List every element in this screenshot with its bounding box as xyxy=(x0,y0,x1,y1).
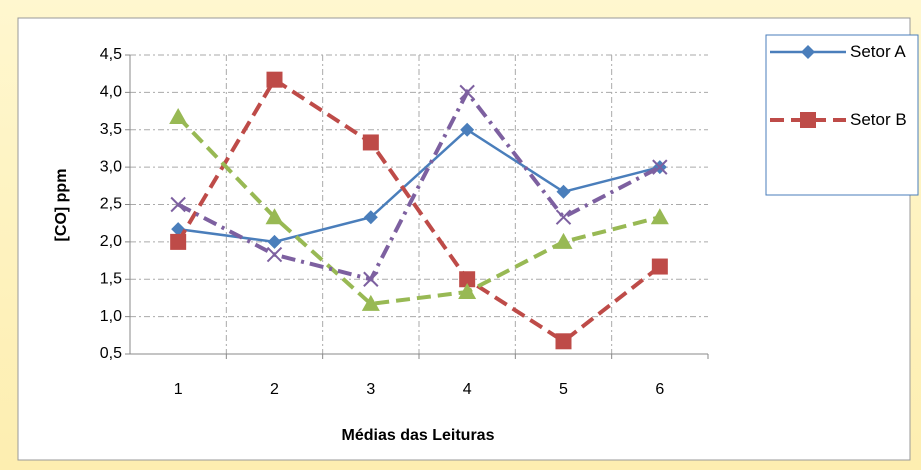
marker xyxy=(650,208,669,225)
y-tick-label: 1,0 xyxy=(100,308,122,325)
y-tick-label: 3,0 xyxy=(100,158,122,175)
marker xyxy=(801,45,815,59)
marker xyxy=(170,196,186,213)
marker xyxy=(458,282,477,299)
marker xyxy=(363,210,378,225)
y-axis-label: [CO] ppm xyxy=(53,169,70,242)
y-tick-label: 3,5 xyxy=(100,121,122,138)
marker xyxy=(459,271,476,288)
marker xyxy=(651,258,668,275)
y-tick-label: 4,0 xyxy=(100,84,122,101)
y-tick-label: 2,5 xyxy=(100,196,122,213)
y-tick-label: 1,5 xyxy=(100,270,122,287)
marker xyxy=(170,233,187,250)
marker xyxy=(800,112,816,128)
marker xyxy=(265,208,284,225)
marker xyxy=(266,71,283,88)
y-tick-label: 0,5 xyxy=(100,345,122,362)
x-tick-label: 4 xyxy=(463,381,472,398)
series-line xyxy=(176,115,661,307)
marker xyxy=(460,122,475,137)
marker xyxy=(652,159,668,175)
legend-label: Setor B xyxy=(850,110,907,129)
marker xyxy=(266,246,283,263)
marker xyxy=(556,184,571,199)
series-line xyxy=(176,76,662,344)
marker xyxy=(555,333,572,350)
marker xyxy=(267,234,282,249)
marker xyxy=(169,108,188,125)
marker xyxy=(363,271,379,287)
x-tick-label: 3 xyxy=(366,381,375,398)
marker xyxy=(555,209,572,225)
x-tick-label: 6 xyxy=(655,381,664,398)
x-tick-label: 1 xyxy=(174,381,183,398)
marker xyxy=(362,134,379,151)
x-tick-label: 5 xyxy=(559,381,568,398)
x-tick-label: 2 xyxy=(270,381,279,398)
marker xyxy=(459,84,475,101)
series-line xyxy=(177,88,661,282)
marker xyxy=(554,232,573,249)
legend-box xyxy=(765,34,919,196)
marker xyxy=(361,294,380,311)
legend-entry: Setor B xyxy=(850,110,907,129)
chart-area xyxy=(17,17,911,461)
legend-label: Setor A xyxy=(850,42,906,61)
legend-entry: Setor A xyxy=(850,42,906,61)
series-line xyxy=(178,128,661,244)
x-axis-label: Médias das Leituras xyxy=(342,427,495,444)
y-tick-label: 4,5 xyxy=(100,46,122,63)
y-tick-label: 2,0 xyxy=(100,233,122,250)
legend: Setor A Setor B xyxy=(765,34,919,196)
